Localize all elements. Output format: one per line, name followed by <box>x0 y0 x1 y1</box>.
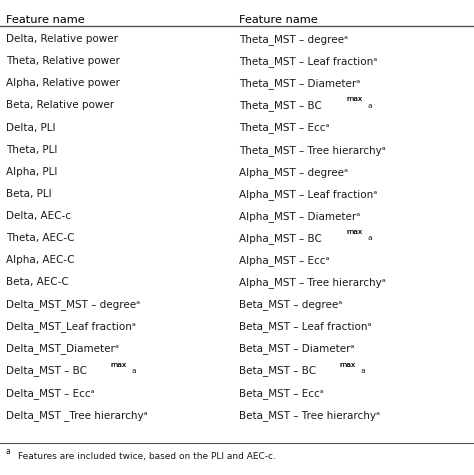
Text: max: max <box>339 361 355 368</box>
Text: Delta, AEC-c: Delta, AEC-c <box>6 211 71 221</box>
Text: a: a <box>367 235 372 241</box>
Text: Alpha_MST – BC: Alpha_MST – BC <box>239 233 322 244</box>
Text: a: a <box>367 103 372 109</box>
Text: Delta_MST_MST – degreeᵃ: Delta_MST_MST – degreeᵃ <box>6 299 140 310</box>
Text: max: max <box>339 361 355 368</box>
Text: Theta, AEC-C: Theta, AEC-C <box>6 233 74 243</box>
Text: Beta, PLI: Beta, PLI <box>6 189 51 199</box>
Text: Theta_MST – Leaf fractionᵃ: Theta_MST – Leaf fractionᵃ <box>239 56 378 67</box>
Text: Alpha_MST – Tree hierarchyᵃ: Alpha_MST – Tree hierarchyᵃ <box>239 277 386 288</box>
Text: Alpha_MST – degreeᵃ: Alpha_MST – degreeᵃ <box>239 167 348 178</box>
Text: Delta, PLI: Delta, PLI <box>6 123 55 133</box>
Text: Beta, Relative power: Beta, Relative power <box>6 101 114 111</box>
Text: max: max <box>110 361 127 368</box>
Text: Delta, Relative power: Delta, Relative power <box>6 34 118 44</box>
Text: Theta_MST – BC: Theta_MST – BC <box>239 101 322 111</box>
Text: Alpha_MST – Eccᵃ: Alpha_MST – Eccᵃ <box>239 255 330 266</box>
Text: a: a <box>360 368 365 374</box>
Text: Delta_MST _Tree hierarchyᵃ: Delta_MST _Tree hierarchyᵃ <box>6 409 147 420</box>
Text: a: a <box>6 447 10 456</box>
Text: Delta_MST_Leaf fractionᵃ: Delta_MST_Leaf fractionᵃ <box>6 322 136 332</box>
Text: Alpha_MST – Leaf fractionᵃ: Alpha_MST – Leaf fractionᵃ <box>239 189 378 200</box>
Text: Beta_MST – degreeᵃ: Beta_MST – degreeᵃ <box>239 299 343 310</box>
Text: Beta_MST – Diameterᵃ: Beta_MST – Diameterᵃ <box>239 343 355 354</box>
Text: max: max <box>346 96 363 103</box>
Text: Feature name: Feature name <box>6 15 84 25</box>
Text: Alpha, AEC-C: Alpha, AEC-C <box>6 255 74 265</box>
Text: Theta_MST – Eccᵃ: Theta_MST – Eccᵃ <box>239 123 330 133</box>
Text: Theta_MST – Diameterᵃ: Theta_MST – Diameterᵃ <box>239 78 361 89</box>
Text: Alpha, Relative power: Alpha, Relative power <box>6 78 119 88</box>
Text: Beta_MST – BC: Beta_MST – BC <box>239 366 317 376</box>
Text: max: max <box>346 96 363 103</box>
Text: Theta, Relative power: Theta, Relative power <box>6 56 119 66</box>
Text: Features are included twice, based on the PLI and AEC-c.: Features are included twice, based on th… <box>18 452 275 461</box>
Text: Beta_MST – Leaf fractionᵃ: Beta_MST – Leaf fractionᵃ <box>239 322 372 332</box>
Text: max: max <box>346 229 363 235</box>
Text: Delta_MST – BC: Delta_MST – BC <box>6 366 87 376</box>
Text: Beta, AEC-C: Beta, AEC-C <box>6 277 68 287</box>
Text: Feature name: Feature name <box>239 15 318 25</box>
Text: a: a <box>131 368 136 374</box>
Text: Alpha_MST – Diameterᵃ: Alpha_MST – Diameterᵃ <box>239 211 361 222</box>
Text: Theta_MST – degreeᵃ: Theta_MST – degreeᵃ <box>239 34 348 45</box>
Text: Theta, PLI: Theta, PLI <box>6 144 57 155</box>
Text: Delta_MST_Diameterᵃ: Delta_MST_Diameterᵃ <box>6 343 118 354</box>
Text: Theta_MST – Tree hierarchyᵃ: Theta_MST – Tree hierarchyᵃ <box>239 144 386 155</box>
Text: max: max <box>346 229 363 235</box>
Text: max: max <box>110 361 127 368</box>
Text: Delta_MST – Eccᵃ: Delta_MST – Eccᵃ <box>6 388 94 399</box>
Text: Beta_MST – Eccᵃ: Beta_MST – Eccᵃ <box>239 388 324 399</box>
Text: Alpha, PLI: Alpha, PLI <box>6 167 57 177</box>
Text: Beta_MST – Tree hierarchyᵃ: Beta_MST – Tree hierarchyᵃ <box>239 409 380 420</box>
